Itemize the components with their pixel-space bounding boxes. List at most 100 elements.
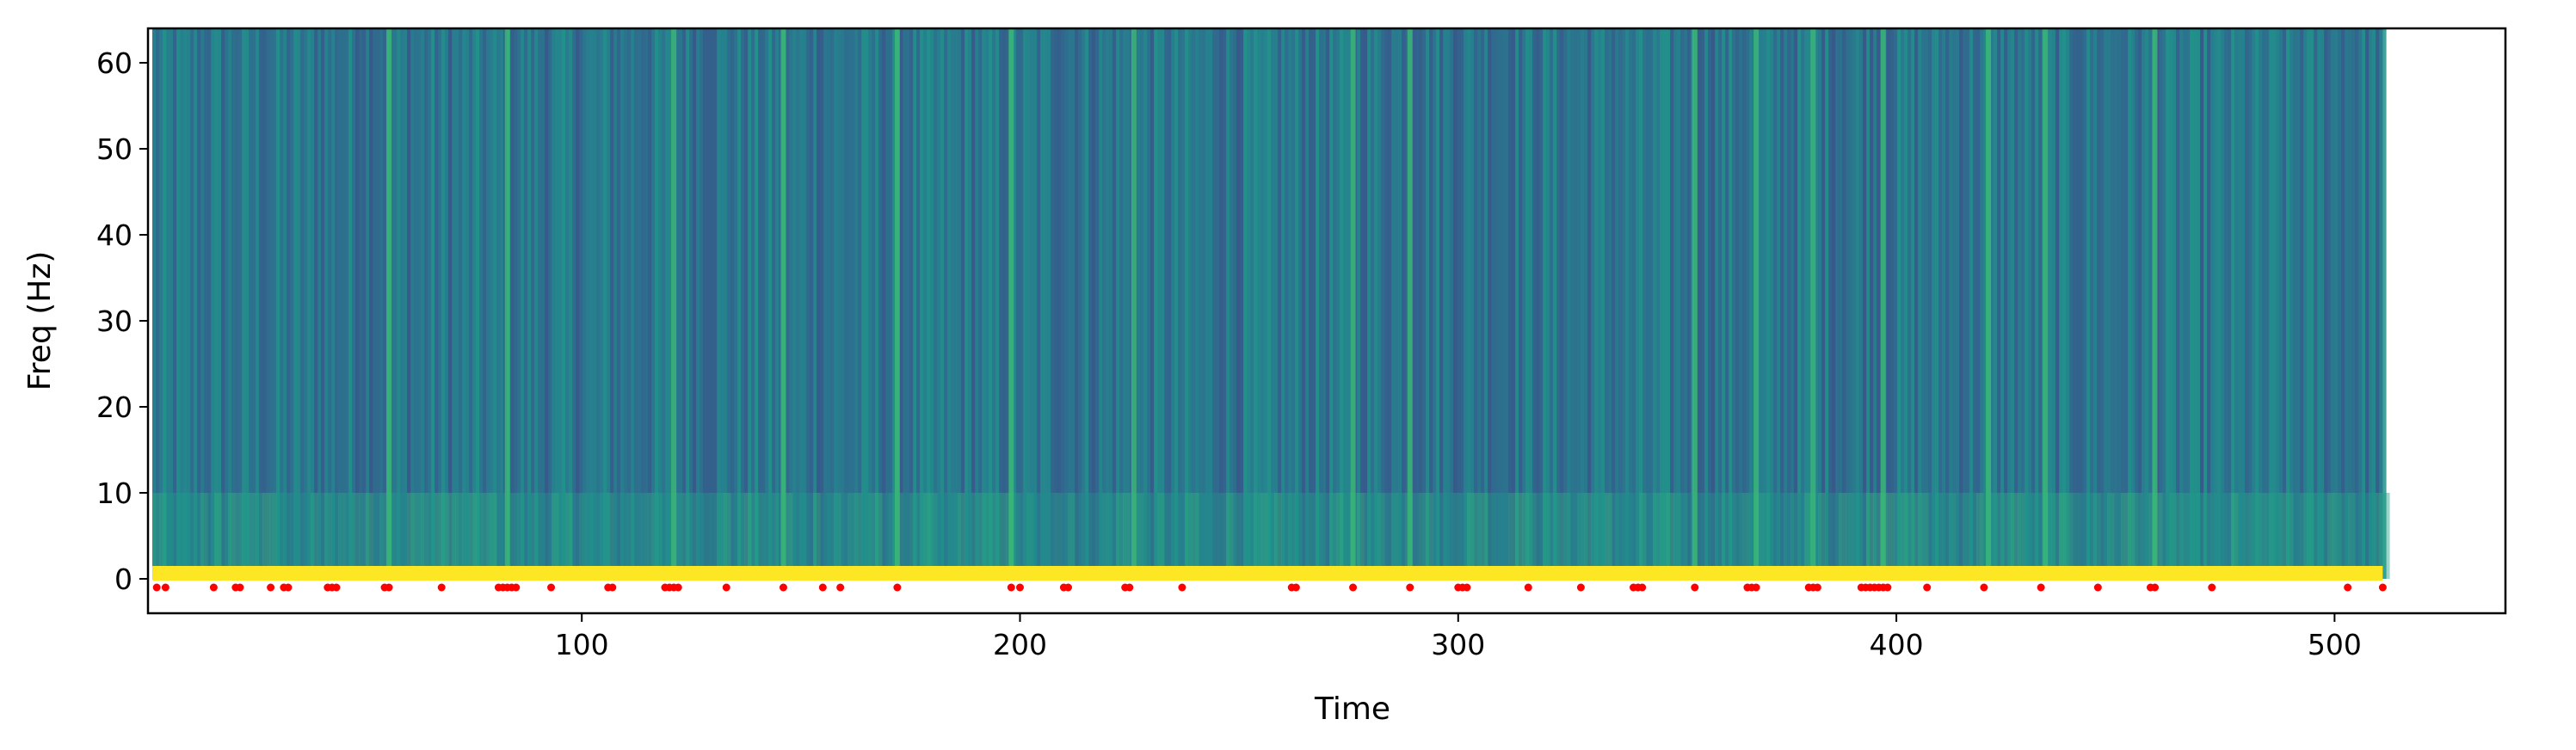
spectrogram-low-freq-cell bbox=[2018, 493, 2025, 579]
spectrogram-column bbox=[2166, 28, 2170, 579]
spectrogram-low-freq-cell bbox=[916, 493, 924, 579]
spectrogram-column bbox=[1701, 28, 1705, 579]
spectrogram-low-freq-cell bbox=[1322, 493, 1330, 579]
spectrogram-column bbox=[373, 28, 377, 579]
spectrogram-low-freq-cell bbox=[971, 493, 979, 579]
spectrogram-low-freq-cell bbox=[620, 493, 628, 579]
spectrogram-column bbox=[1223, 28, 1227, 579]
spectrogram-column bbox=[262, 28, 267, 579]
spectrogram-bright-band bbox=[1407, 28, 1413, 579]
spectrogram-column bbox=[1870, 28, 1874, 579]
event-marker bbox=[1980, 583, 1988, 592]
spectrogram-column bbox=[2062, 28, 2067, 579]
spectrogram-column bbox=[180, 28, 184, 579]
spectrogram-low-freq-cell bbox=[937, 493, 945, 579]
spectrogram-column bbox=[1322, 28, 1327, 579]
spectrogram-low-freq-cell bbox=[1054, 493, 1062, 579]
spectrogram-column bbox=[1863, 28, 1867, 579]
spectrogram-column bbox=[758, 28, 762, 579]
spectrogram-column bbox=[2300, 28, 2304, 579]
spectrogram-column bbox=[476, 28, 480, 579]
spectrogram-column bbox=[521, 28, 525, 579]
spectrogram-column bbox=[1199, 28, 1203, 579]
spectrogram-column bbox=[1340, 28, 1344, 579]
spectrogram-column bbox=[916, 28, 921, 579]
spectrogram-column bbox=[1181, 28, 1186, 579]
spectrogram-column bbox=[909, 28, 914, 579]
spectrogram-low-freq-cell bbox=[2107, 493, 2115, 579]
spectrogram-column bbox=[1952, 28, 1957, 579]
spectrogram-column bbox=[1436, 28, 1440, 579]
spectrogram-column bbox=[665, 28, 669, 579]
spectrogram-column bbox=[527, 28, 532, 579]
spectrogram-low-freq-cell bbox=[469, 493, 477, 579]
event-marker bbox=[2093, 583, 2102, 592]
spectrogram-low-freq-cell bbox=[476, 493, 484, 579]
spectrogram-column bbox=[1653, 28, 1657, 579]
spectrogram-column bbox=[311, 28, 315, 579]
spectrogram-column bbox=[706, 28, 711, 579]
spectrogram-low-freq-cell bbox=[710, 493, 718, 579]
spectrogram-low-freq-cell bbox=[634, 493, 642, 579]
spectrogram-low-freq-cell bbox=[2369, 493, 2376, 579]
spectrogram-column bbox=[1866, 28, 1870, 579]
spectrogram-low-freq-cell bbox=[1185, 493, 1192, 579]
spectrogram-low-freq-cell bbox=[593, 493, 601, 579]
spectrogram-low-freq-cell bbox=[2052, 493, 2060, 579]
spectrogram-column bbox=[187, 28, 191, 579]
spectrogram-column bbox=[2358, 28, 2363, 579]
spectrogram-low-freq-cell bbox=[297, 493, 305, 579]
spectrogram-column bbox=[2234, 28, 2239, 579]
spectrogram-low-freq-cell bbox=[1336, 493, 1344, 579]
spectrogram-column bbox=[2197, 28, 2201, 579]
spectrogram-column bbox=[930, 28, 934, 579]
spectrogram-low-freq-cell bbox=[641, 493, 649, 579]
spectrogram-low-freq-cell bbox=[889, 493, 897, 579]
spectrogram-dc-band bbox=[152, 566, 2383, 581]
spectrogram-bright-band bbox=[894, 28, 900, 579]
spectrogram-column bbox=[2259, 28, 2263, 579]
event-marker bbox=[608, 583, 617, 592]
spectrogram-column bbox=[1525, 28, 1530, 579]
spectrogram-low-freq-cell bbox=[703, 493, 711, 579]
spectrogram-column bbox=[1921, 28, 1926, 579]
event-marker bbox=[836, 583, 845, 592]
spectrogram-low-freq-cell bbox=[207, 493, 215, 579]
spectrogram-column bbox=[2382, 28, 2387, 579]
spectrogram-low-freq-cell bbox=[1075, 493, 1082, 579]
spectrogram-column bbox=[713, 28, 718, 579]
spectrogram-low-freq-cell bbox=[1171, 493, 1179, 579]
spectrogram-column bbox=[558, 28, 563, 579]
spectrogram-low-freq-cell bbox=[338, 493, 346, 579]
spectrogram-column bbox=[390, 28, 394, 579]
spectrogram-low-freq-cell bbox=[1164, 493, 1172, 579]
spectrogram-low-freq-cell bbox=[813, 493, 821, 579]
spectrogram-low-freq-cell bbox=[483, 493, 490, 579]
spectrogram-low-freq-cell bbox=[1178, 493, 1186, 579]
spectrogram-low-freq-cell bbox=[1192, 493, 1199, 579]
spectrogram-column bbox=[431, 28, 435, 579]
spectrogram-column bbox=[2086, 28, 2091, 579]
spectrogram-column bbox=[552, 28, 556, 579]
y-tick-label: 10 bbox=[96, 476, 132, 510]
spectrogram-column bbox=[1188, 28, 1192, 579]
spectrogram-low-freq-cell bbox=[841, 493, 848, 579]
y-tick-label: 30 bbox=[96, 304, 132, 338]
spectrogram-bright-band bbox=[1810, 28, 1816, 579]
spectrogram-low-freq-cell bbox=[1873, 493, 1881, 579]
spectrogram-column bbox=[885, 28, 890, 579]
spectrogram-column bbox=[693, 28, 697, 579]
spectrogram-low-freq-cell bbox=[1013, 493, 1020, 579]
spectrogram-column bbox=[1928, 28, 1932, 579]
spectrogram-low-freq-cell bbox=[1591, 493, 1599, 579]
spectrogram-column bbox=[1391, 28, 1396, 579]
spectrogram-low-freq-cell bbox=[2045, 493, 2053, 579]
spectrogram-low-freq-cell bbox=[366, 493, 373, 579]
spectrogram-low-freq-cell bbox=[1260, 493, 1268, 579]
spectrogram-low-freq-cell bbox=[655, 493, 662, 579]
spectrogram-column bbox=[1856, 28, 1860, 579]
spectrogram-column bbox=[1174, 28, 1179, 579]
spectrogram-low-freq-cell bbox=[2135, 493, 2142, 579]
spectrogram-low-freq-cell bbox=[1391, 493, 1399, 579]
spectrogram-low-freq-cell bbox=[1109, 493, 1117, 579]
